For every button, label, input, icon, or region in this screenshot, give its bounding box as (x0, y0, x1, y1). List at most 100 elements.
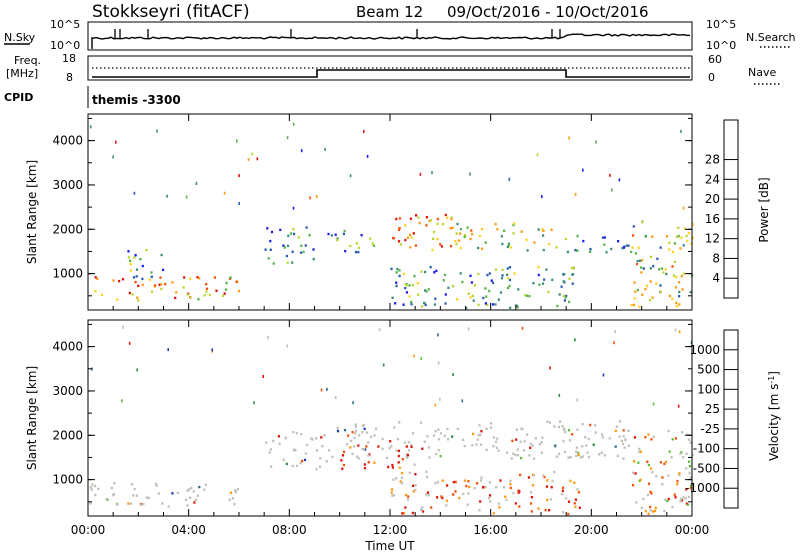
range-cell (389, 440, 392, 443)
range-cell (166, 194, 168, 198)
range-cell (654, 506, 657, 510)
range-cell (439, 243, 442, 246)
range-cell (127, 502, 130, 505)
range-cell (516, 448, 519, 451)
range-cell (105, 498, 108, 501)
range-cell (401, 512, 404, 515)
range-cell (633, 297, 636, 300)
y-tick-label: 3000 (52, 384, 83, 398)
noise-right-label: N.Search (746, 31, 796, 44)
range-cell (405, 445, 408, 448)
range-cell (659, 461, 662, 464)
range-cell (523, 449, 526, 452)
range-cell (494, 303, 497, 306)
range-cell (542, 229, 545, 232)
range-cell (679, 247, 682, 250)
range-cell (501, 242, 504, 246)
range-cell (678, 472, 681, 475)
range-cell (315, 449, 319, 452)
range-cell (509, 306, 512, 310)
range-cell (577, 451, 580, 455)
range-cell (154, 284, 157, 287)
range-cell (129, 269, 132, 272)
range-cell (421, 506, 424, 509)
range-cell (477, 272, 480, 276)
range-cell (581, 445, 584, 448)
range-cell (648, 298, 651, 302)
range-cell (621, 442, 625, 446)
range-cell (343, 229, 346, 233)
range-cell (141, 264, 144, 268)
range-cell (507, 277, 510, 280)
range-cell (649, 509, 652, 512)
range-cell (617, 240, 620, 243)
range-cell (320, 436, 323, 439)
range-cell (446, 216, 449, 220)
range-cell (551, 278, 554, 282)
range-cell (602, 373, 605, 377)
range-cell (351, 431, 354, 434)
range-cell (482, 485, 485, 489)
range-cell (667, 497, 670, 501)
range-cell (495, 485, 498, 489)
range-cell (634, 472, 637, 475)
y-tick-label: 4000 (52, 340, 83, 354)
range-cell (425, 290, 428, 293)
range-cell (562, 511, 565, 514)
range-cell (501, 268, 504, 272)
range-cell (546, 479, 549, 482)
range-cell (655, 474, 658, 478)
range-cell (161, 502, 164, 505)
range-cell (564, 237, 567, 241)
date-range: 09/Oct/2016 - 10/Oct/2016 (447, 3, 649, 21)
range-cell (630, 303, 633, 307)
range-cell (136, 368, 138, 372)
range-cell (336, 237, 339, 240)
range-cell (633, 460, 636, 463)
range-cell (623, 245, 626, 249)
range-cell (673, 260, 676, 263)
range-cell (636, 288, 639, 292)
range-cell (395, 217, 398, 221)
range-cell (543, 278, 546, 281)
range-cell (413, 275, 416, 278)
range-cell (502, 486, 506, 489)
x-axis-label: Time UT (364, 539, 415, 553)
range-cell (236, 488, 239, 491)
range-cell (315, 437, 318, 440)
range-cell (462, 492, 465, 496)
range-cell (395, 284, 398, 288)
range-cell (518, 505, 521, 508)
range-cell (685, 234, 688, 238)
range-cell (451, 226, 454, 230)
range-cell (192, 490, 195, 493)
range-cell (463, 444, 466, 448)
range-cell (247, 158, 250, 161)
range-cell (640, 259, 644, 262)
range-cell (553, 425, 556, 428)
beam-label: Beam 12 (356, 3, 423, 21)
range-cell (586, 451, 589, 454)
range-cell (568, 136, 570, 140)
range-cell (525, 294, 529, 297)
range-cell (627, 444, 630, 447)
range-cell (581, 423, 584, 426)
range-cell (336, 426, 339, 430)
range-cell (308, 234, 311, 237)
range-cell (128, 291, 131, 295)
range-cell (641, 220, 644, 224)
range-cell (508, 266, 512, 269)
range-cell (411, 283, 414, 287)
range-cell (436, 496, 439, 499)
range-cell (434, 297, 437, 300)
range-cell (198, 277, 201, 280)
range-cell (567, 429, 570, 432)
range-cell (89, 502, 92, 505)
range-cell (538, 283, 541, 286)
range-cell (562, 294, 565, 298)
range-cell (528, 454, 531, 457)
range-cell (687, 495, 690, 499)
range-cell (647, 512, 650, 515)
range-cell (689, 441, 692, 444)
